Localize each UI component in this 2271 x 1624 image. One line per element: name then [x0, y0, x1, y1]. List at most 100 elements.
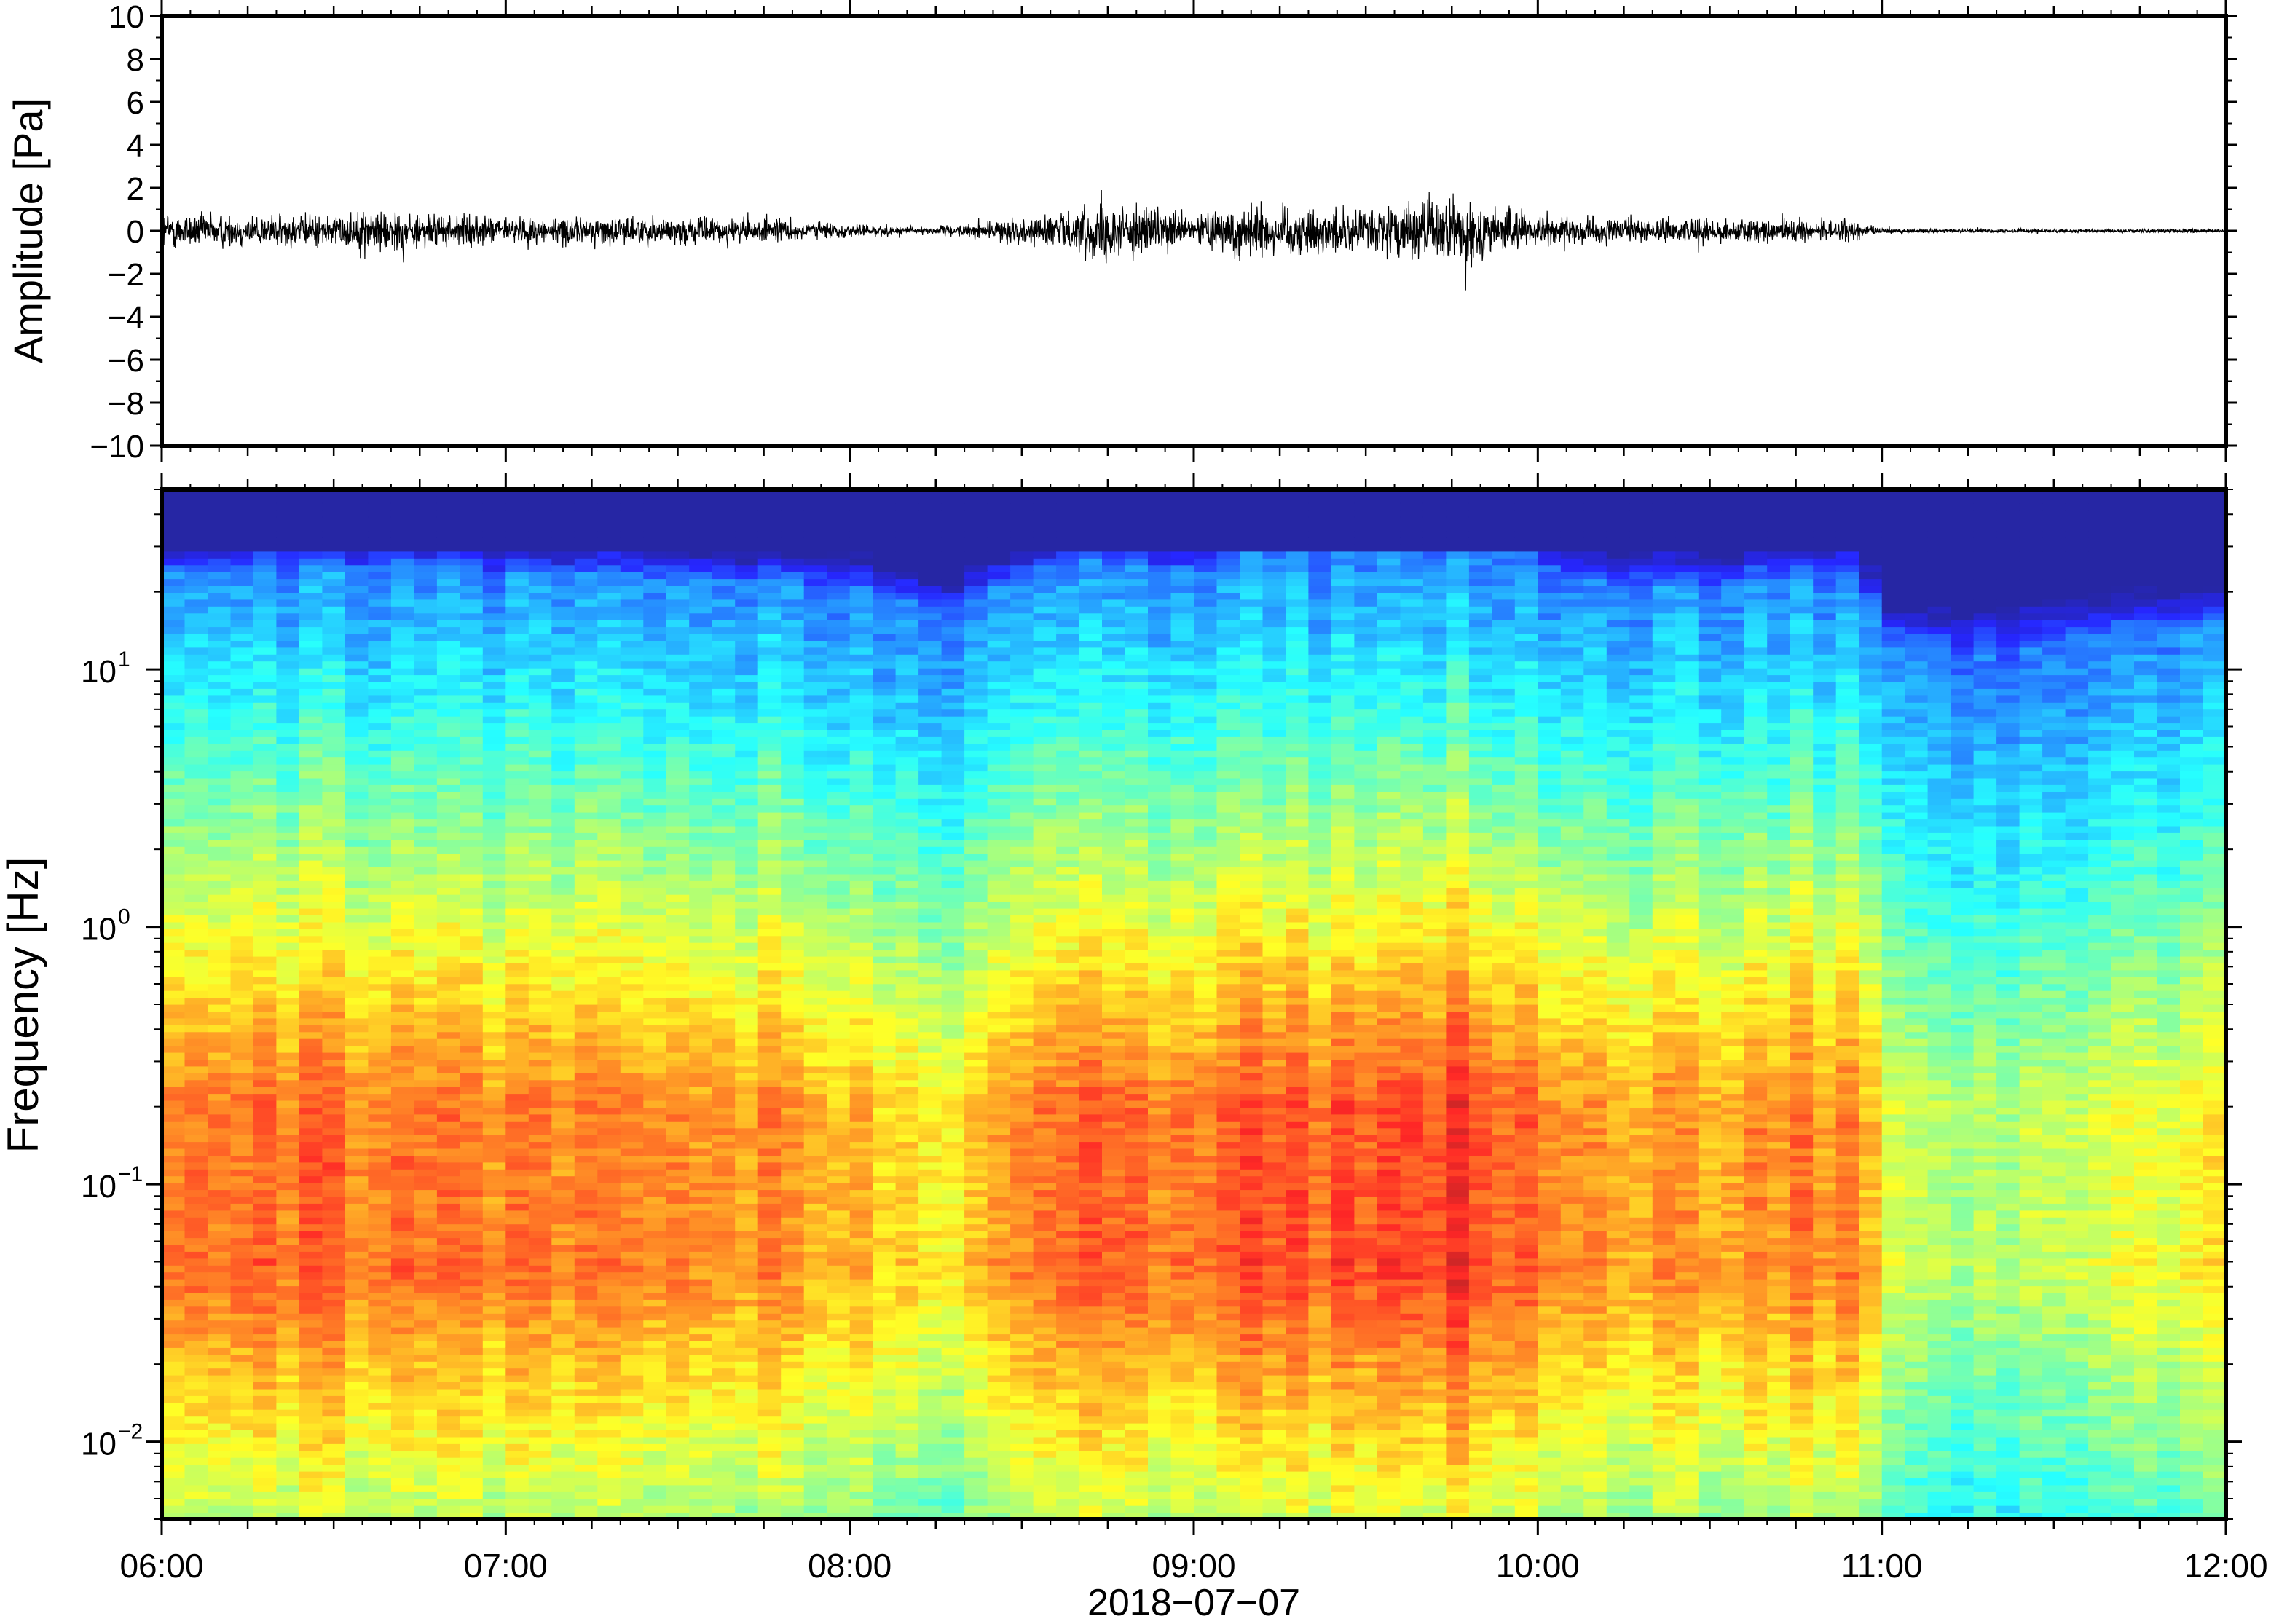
spectrogram-cell [803, 983, 827, 991]
spectrogram-cell [184, 1011, 208, 1019]
spectrogram-cell [849, 873, 873, 881]
spectrogram-cell [230, 860, 254, 867]
spectrogram-cell [803, 743, 827, 751]
spectrogram-cell [505, 729, 530, 737]
spectrogram-cell [345, 1210, 369, 1218]
spectrogram-cell [849, 1141, 873, 1149]
spectrogram-cell [643, 1491, 667, 1499]
spectrogram-cell [689, 1285, 713, 1293]
spectrogram-cell [299, 743, 323, 751]
spectrogram-cell [368, 921, 392, 929]
spectrogram-cell [276, 524, 300, 532]
spectrogram-cell [757, 846, 782, 854]
spectrogram-cell [803, 496, 827, 504]
spectrogram-cell [666, 1025, 690, 1033]
spectrogram-cell [803, 1175, 827, 1183]
spectrogram-cell [436, 1025, 460, 1033]
spectrogram-cell [276, 777, 300, 785]
spectrogram-cell [253, 1320, 278, 1328]
spectrogram-cell [208, 1306, 232, 1314]
spectrogram-cell [276, 681, 300, 689]
spectrogram-cell [276, 1011, 300, 1019]
spectrogram-cell [436, 1450, 460, 1458]
spectrogram-cell [482, 1175, 506, 1183]
spectrogram-cell [528, 634, 552, 641]
spectrogram-cell [849, 1436, 873, 1444]
spectrogram-cell [781, 668, 805, 676]
spectrogram-cell [253, 1285, 278, 1293]
spectrogram-cell [368, 1361, 392, 1369]
spectrogram-cell [643, 770, 667, 779]
spectrogram-cell [253, 674, 278, 682]
spectrogram-cell [184, 942, 208, 950]
spectrogram-cell [368, 626, 392, 634]
spectrogram-cell [253, 599, 278, 607]
spectrogram-cell [230, 764, 254, 772]
spectrogram-cell [643, 798, 667, 806]
spectrogram-cell [620, 1423, 644, 1430]
spectrogram-cell [390, 592, 414, 600]
spectrogram-cell [528, 1231, 552, 1239]
spectrogram-cell [390, 654, 414, 662]
spectrogram-cell [162, 1443, 186, 1451]
spectrogram-cell [322, 839, 346, 847]
spectrogram-cell [184, 1231, 208, 1239]
spectrogram-cell [597, 1065, 621, 1073]
spectrogram-cell [666, 990, 690, 998]
spectrogram-cell [643, 558, 667, 566]
spectrogram-cell [781, 1464, 805, 1472]
spectrogram-cell [597, 983, 621, 991]
spectrogram-cell [345, 661, 369, 669]
spectrogram-cell [162, 1498, 186, 1506]
spectrogram-cell [803, 612, 827, 620]
spectrogram-cell [482, 681, 506, 689]
spectrogram-cell [482, 1505, 506, 1513]
spectrogram-cell [253, 634, 278, 641]
spectrogram-cell [643, 743, 667, 751]
spectrogram-cell [666, 1162, 690, 1170]
spectrogram-cell [803, 1478, 827, 1486]
spectrogram-cell [735, 1251, 759, 1259]
spectrogram-cell [436, 764, 460, 772]
spectrogram-cell [253, 620, 278, 628]
spectrogram-cell [184, 791, 208, 799]
spectrogram-cell [276, 901, 300, 909]
spectrogram-cell [184, 798, 208, 806]
spectrogram-cell [299, 544, 323, 552]
spectrogram-cell [276, 516, 300, 524]
spectrogram-cell [276, 750, 300, 758]
spectrogram-cell [436, 1484, 460, 1492]
spectrogram-cell [643, 1169, 667, 1177]
spectrogram-cell [574, 873, 598, 881]
spectrogram-cell [162, 743, 186, 751]
spectrogram-cell [597, 592, 621, 600]
spectrogram-cell [482, 880, 506, 888]
spectrogram-cell [666, 1313, 690, 1321]
spectrogram-cell [482, 1484, 506, 1492]
spectrogram-cell [666, 819, 690, 827]
spectrogram-cell [184, 1505, 208, 1513]
spectrogram-cell [551, 757, 575, 765]
spectrogram-cell [482, 1004, 506, 1012]
spectrogram-cell [414, 1292, 438, 1300]
spectrogram-cell [505, 586, 530, 593]
spectrogram-cell [689, 496, 713, 504]
spectrogram-cell [390, 1436, 414, 1444]
spectrogram-cell [528, 592, 552, 600]
spectrogram-cell [184, 1155, 208, 1163]
spectrogram-cell [597, 921, 621, 929]
spectrogram-cell [208, 1478, 232, 1486]
spectrogram-cell [620, 1217, 644, 1225]
spectrogram-cell [712, 770, 736, 779]
spectrogram-cell [460, 1430, 484, 1438]
spectrogram-cell [689, 592, 713, 600]
spectrogram-cell [803, 489, 827, 497]
spectrogram-cell [735, 729, 759, 737]
spectrogram-cell [712, 524, 736, 532]
spectrogram-cell [345, 1327, 369, 1335]
spectrogram-cell [597, 722, 621, 730]
spectrogram-cell [757, 1210, 782, 1218]
spectrogram-cell [345, 784, 369, 792]
spectrogram-cell [849, 839, 873, 847]
spectrogram-cell [253, 1258, 278, 1266]
